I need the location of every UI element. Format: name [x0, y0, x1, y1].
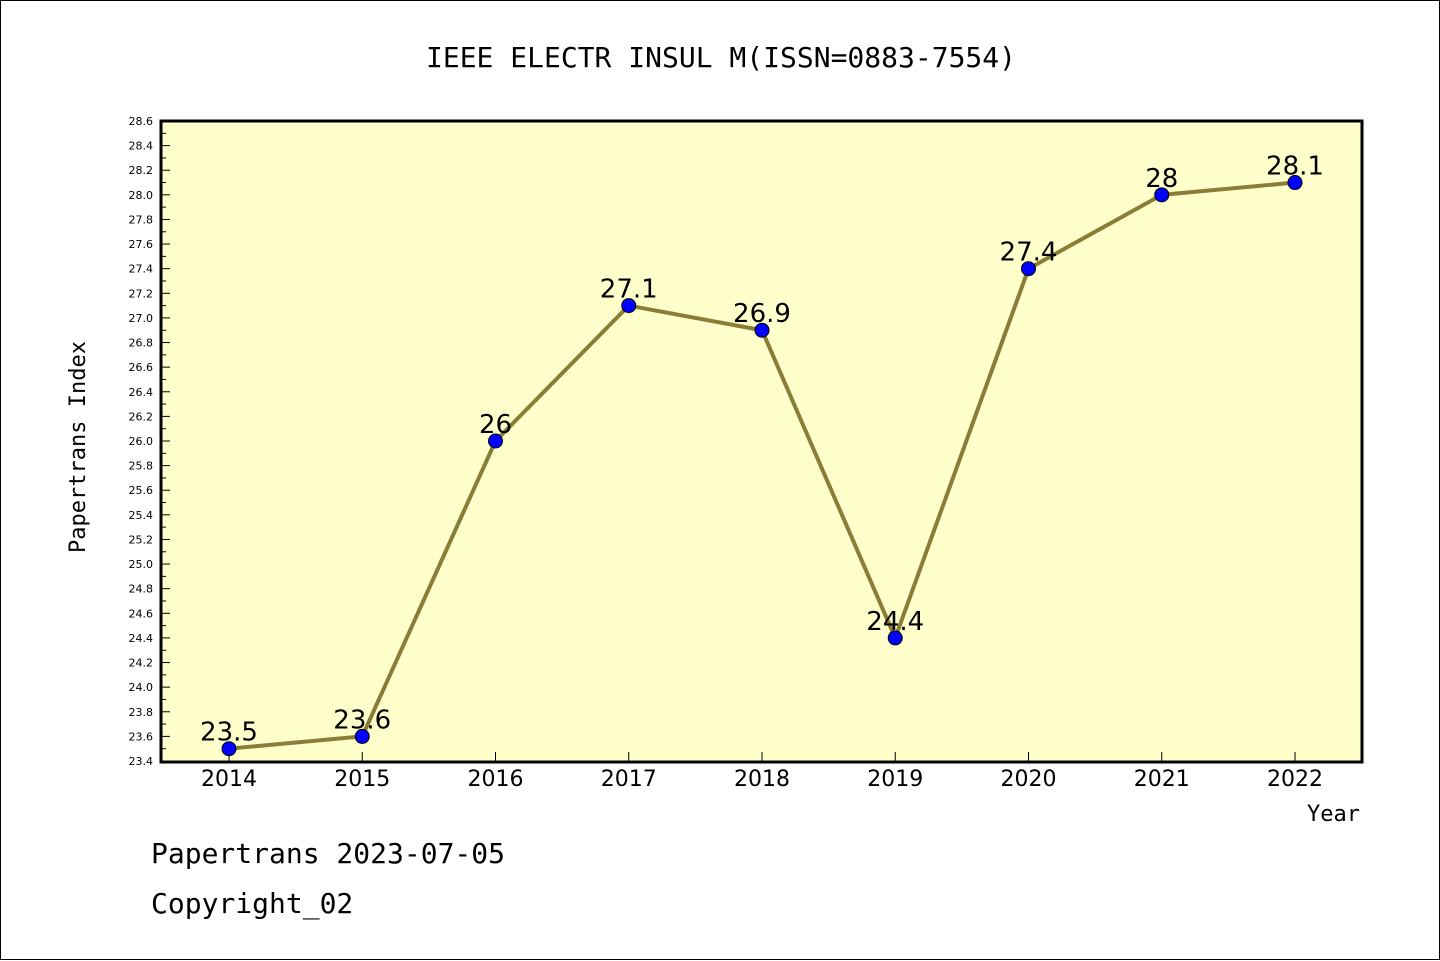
series-markers-group [221, 175, 1303, 757]
y-tick-label: 28.2 [129, 164, 154, 177]
y-tick-label: 23.4 [129, 755, 154, 768]
y-tick-label: 24.6 [129, 607, 154, 620]
plot-area [159, 119, 1364, 764]
y-tick-label: 24.8 [129, 583, 154, 596]
data-point-label: 23.5 [200, 718, 258, 748]
y-axis-label: Papertrans Index [66, 341, 91, 553]
y-tick-label: 25.4 [129, 509, 154, 522]
x-tick-label: 2017 [601, 767, 657, 792]
data-point-label: 26.9 [733, 299, 791, 329]
y-tick-label: 24.2 [129, 657, 154, 670]
y-tick-label: 27.2 [129, 287, 154, 300]
y-tick-label: 26.0 [129, 435, 154, 448]
data-point-marker [1154, 187, 1170, 203]
y-tick-label: 24.0 [129, 681, 154, 694]
data-point-marker [488, 433, 503, 449]
x-tick-label: 2020 [1001, 767, 1057, 792]
data-point-label: 23.6 [333, 705, 391, 735]
y-tick-label: 25.8 [129, 460, 154, 473]
footer-date-text: Papertrans 2023-07-05 [151, 837, 506, 870]
x-axis-label: Year [1307, 802, 1360, 827]
y-tick-label: 24.4 [129, 632, 154, 645]
data-point-marker [887, 630, 903, 646]
data-point-label: 27.1 [600, 275, 658, 305]
data-point-marker [354, 728, 370, 744]
y-tick-label: 27.8 [129, 213, 154, 226]
data-point-marker [621, 298, 637, 314]
data-point-label: 27.4 [1000, 238, 1058, 268]
y-tick-label: 26.4 [129, 386, 154, 399]
chart-title: IEEE ELECTR INSUL M(ISSN=0883-7554) [426, 41, 1016, 74]
y-tick-label: 25.6 [129, 484, 154, 497]
y-tick-label: 25.0 [129, 558, 154, 571]
x-tick-label: 2018 [734, 767, 790, 792]
y-tick-label: 28.4 [129, 140, 154, 153]
y-tick-label: 25.2 [129, 533, 154, 546]
data-point-marker [754, 322, 770, 338]
y-tick-label: 26.6 [129, 361, 154, 374]
y-tick-label: 28.6 [129, 115, 154, 128]
data-point-label: 24.4 [866, 607, 924, 637]
y-tick-label: 28.0 [129, 189, 154, 202]
data-point-marker [1021, 261, 1036, 277]
y-tick-label: 26.2 [129, 410, 154, 423]
data-point-marker [221, 741, 237, 757]
data-point-label: 28 [1145, 164, 1178, 194]
y-tick-label: 27.0 [129, 312, 154, 325]
y-tick-label: 23.8 [129, 706, 154, 719]
y-tick-label: 23.6 [129, 730, 154, 743]
x-tick-label: 2016 [468, 767, 524, 792]
x-tick-label: 2015 [334, 767, 390, 792]
x-tick-label: 2014 [201, 767, 257, 792]
y-tick-label: 26.8 [129, 337, 154, 350]
y-tick-label: 27.6 [129, 238, 154, 251]
x-tick-label: 2019 [867, 767, 923, 792]
data-point-label: 26 [479, 410, 512, 440]
y-tick-label: 27.4 [129, 263, 154, 276]
x-tick-label: 2021 [1134, 767, 1190, 792]
data-labels-group: 23.5 23.6 26 27.1 26.9 24.4 27.4 28 28.1 [200, 152, 1324, 748]
footer-copyright-text: Copyright_02 [151, 887, 354, 920]
y-axis-ticks: 23.4 23.6 23.8 24.0 24.2 24.4 24.6 24.8 25.0 25.2… [129, 115, 170, 768]
data-point-marker [1287, 175, 1303, 191]
data-point-label: 28.1 [1266, 152, 1324, 182]
x-axis-ticks: 2014 2015 2016 2017 2018 2019 2020 2021 2022 [201, 752, 1323, 792]
x-tick-label: 2022 [1267, 767, 1323, 792]
